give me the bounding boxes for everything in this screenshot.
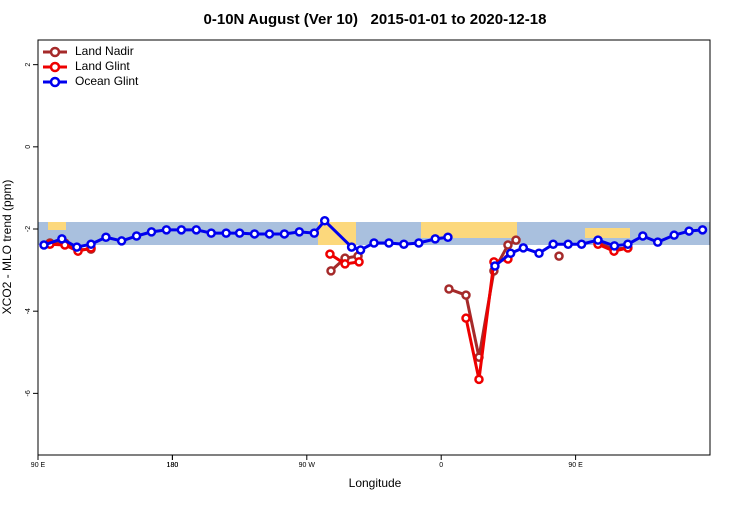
series-line (49, 238, 628, 358)
y-tick-label: -6 (25, 390, 32, 396)
point (221, 228, 231, 238)
point (399, 239, 409, 249)
point (511, 235, 521, 245)
x-tick-label: 90 W (299, 462, 316, 469)
point (697, 225, 708, 235)
y-tick-label: -2 (25, 226, 32, 232)
point (505, 248, 516, 259)
point (206, 228, 216, 238)
legend-label: Ocean Glint (75, 74, 139, 88)
point (518, 243, 529, 253)
point (593, 235, 603, 245)
land-patch (585, 228, 630, 238)
land-patch (48, 222, 66, 230)
point (325, 249, 335, 259)
y-tick-label: 2 (25, 63, 32, 67)
point (638, 231, 648, 241)
y-axis-label: XCO2 - MLO trend (ppm) (0, 180, 14, 315)
point (563, 239, 573, 249)
point (249, 229, 260, 239)
ocean-band (38, 222, 710, 245)
point (294, 227, 305, 237)
point (57, 234, 67, 244)
point (623, 239, 633, 249)
point (146, 227, 157, 237)
y-tick-label: 0 (25, 145, 32, 149)
point (116, 236, 127, 246)
point (490, 261, 500, 271)
legend-label: Land Nadir (75, 44, 134, 58)
x-tick-label: 90 E (31, 462, 46, 469)
plot-frame (37, 39, 711, 456)
point (309, 228, 320, 238)
x-tick-label: 180 (167, 462, 179, 469)
legend-marker (49, 61, 61, 73)
point (161, 225, 172, 235)
legend-marker (49, 76, 61, 88)
point (354, 257, 364, 267)
point (319, 216, 330, 226)
point (684, 226, 694, 236)
point (461, 290, 471, 300)
legend-label: Land Glint (75, 59, 130, 73)
x-tick-label: 180 (167, 462, 179, 469)
y-tick-label: -4 (25, 308, 32, 314)
point (652, 237, 663, 247)
point (86, 239, 96, 249)
x-tick-label: 90 E (568, 462, 583, 469)
x-tick-label: 0 (439, 462, 443, 469)
point (355, 245, 366, 255)
point (346, 242, 357, 252)
point (279, 229, 290, 239)
chart-title: 0-10N August (Ver 10) 2015-01-01 to 2020… (204, 11, 547, 28)
legend-marker (49, 46, 61, 58)
point (101, 232, 111, 242)
point (264, 229, 275, 239)
point (444, 284, 454, 294)
point (609, 241, 620, 251)
point (131, 231, 142, 241)
point (340, 259, 350, 269)
point (474, 374, 484, 385)
point (384, 238, 394, 248)
point (326, 266, 336, 276)
point (669, 230, 679, 240)
point (503, 240, 513, 250)
point (554, 251, 564, 261)
point (234, 228, 245, 238)
point (414, 238, 424, 248)
point (176, 225, 187, 235)
point (39, 240, 49, 250)
x-axis-label: Longitude (349, 476, 402, 490)
point (534, 248, 544, 259)
point (443, 232, 453, 242)
point (548, 239, 558, 249)
point (576, 239, 587, 249)
point (72, 242, 82, 252)
point (191, 225, 202, 235)
point (369, 238, 379, 248)
point (430, 234, 440, 244)
point (461, 313, 471, 323)
